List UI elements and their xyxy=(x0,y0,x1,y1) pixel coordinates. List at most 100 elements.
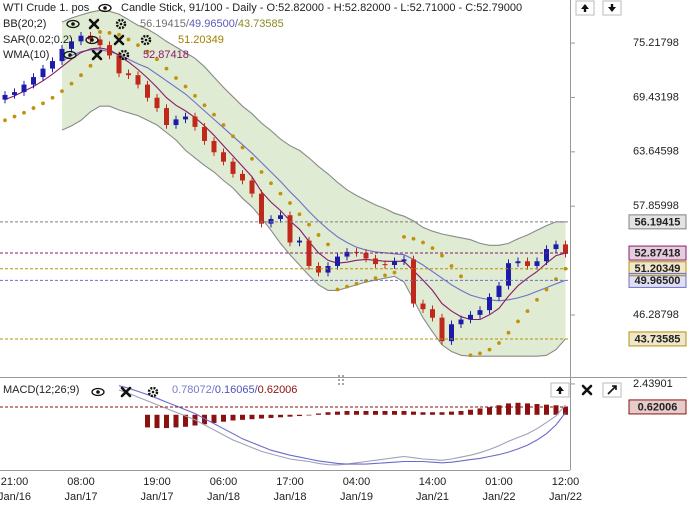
histogram-bar xyxy=(563,406,568,415)
level-label: 56.19415 xyxy=(635,216,681,228)
x-tick-date: Jan/17 xyxy=(140,491,173,503)
histogram-bar xyxy=(173,414,179,428)
instrument-title: WTI Crude 1. pos xyxy=(3,2,90,14)
histogram-bar xyxy=(515,402,521,415)
histogram-bar xyxy=(487,407,492,415)
sar-dot xyxy=(126,37,131,42)
move-up-button[interactable] xyxy=(575,0,595,16)
sar-dot xyxy=(174,76,178,80)
sar-dot xyxy=(107,30,112,35)
x-tick-date: Jan/16 xyxy=(0,491,31,503)
sar-dot xyxy=(69,81,74,86)
close-button[interactable] xyxy=(91,49,103,61)
candle-body xyxy=(12,92,17,95)
eye-button[interactable] xyxy=(91,387,105,397)
settings-button[interactable] xyxy=(140,34,152,46)
candle-body xyxy=(544,249,549,262)
x-tick-time: 08:00 xyxy=(67,476,95,488)
histogram-bar xyxy=(240,414,245,420)
candle-body xyxy=(553,244,559,250)
sar-dot xyxy=(544,287,549,292)
candle-body xyxy=(496,285,502,297)
histogram-bar xyxy=(363,410,369,415)
candle-body xyxy=(50,61,55,69)
candle-body xyxy=(363,252,369,259)
x-tick-time: 17:00 xyxy=(276,476,304,488)
y-tick-label: 46.28798 xyxy=(633,309,679,321)
x-tick-time: 01:00 xyxy=(485,476,513,488)
maximize-button[interactable] xyxy=(602,382,622,398)
sar-dot xyxy=(155,57,159,62)
x-tick-date: Jan/22 xyxy=(549,491,582,503)
eye-button[interactable] xyxy=(63,50,77,60)
sar-dot xyxy=(136,43,140,48)
indicator-line xyxy=(61,105,566,357)
x-tick-time: 19:00 xyxy=(143,476,171,488)
close-panel-button[interactable] xyxy=(581,384,593,396)
sar-dot xyxy=(31,106,36,110)
candle-body xyxy=(259,193,264,224)
indicator-label: BB(20;2) xyxy=(3,18,46,30)
move-up-button[interactable] xyxy=(550,382,570,398)
candle-body xyxy=(154,97,160,109)
macd-line xyxy=(118,385,566,465)
y-tick-label: 2.43901 xyxy=(633,378,673,390)
sar-dot xyxy=(22,110,26,115)
candle-body xyxy=(287,215,293,243)
sar-dot xyxy=(430,246,435,251)
sar-dot xyxy=(164,66,169,71)
sar-dot xyxy=(12,114,17,119)
sar-dot xyxy=(79,73,83,78)
level-label: 43.73585 xyxy=(635,333,681,345)
close-button[interactable] xyxy=(88,18,100,30)
candle-body xyxy=(420,303,426,310)
histogram-bar xyxy=(477,408,483,415)
candle-body xyxy=(221,152,226,162)
level-box xyxy=(628,272,687,288)
level-label: 52.87418 xyxy=(635,247,681,259)
indicator-label: WMA(10) xyxy=(3,49,49,61)
candle-body xyxy=(401,259,407,262)
candle-body xyxy=(392,261,397,266)
candle-body xyxy=(468,314,473,320)
macd-line xyxy=(118,389,566,466)
candle-body xyxy=(249,180,255,194)
drag-handle[interactable] xyxy=(338,375,344,385)
histogram-bar xyxy=(392,410,397,415)
eye-button[interactable] xyxy=(66,19,80,29)
move-down-button[interactable] xyxy=(602,0,622,16)
histogram-bar xyxy=(401,410,407,415)
candle-body xyxy=(78,35,84,42)
sar-dot xyxy=(345,284,349,289)
sar-dot xyxy=(468,353,473,358)
histogram-bar xyxy=(373,410,378,415)
close-button[interactable] xyxy=(120,386,132,398)
histogram-bar xyxy=(164,414,169,429)
settings-button[interactable] xyxy=(115,18,127,30)
close-button[interactable] xyxy=(113,34,125,46)
eye-button[interactable] xyxy=(98,3,112,13)
candle-body xyxy=(164,108,169,125)
candle-body xyxy=(316,265,321,273)
candle-body xyxy=(477,310,483,315)
histogram-bar xyxy=(544,404,549,415)
candle-body xyxy=(487,296,492,311)
sar-dot xyxy=(269,181,273,186)
settings-button[interactable] xyxy=(118,49,130,61)
candle-body xyxy=(382,264,388,266)
histogram-bar xyxy=(278,414,283,418)
level-box xyxy=(628,399,687,415)
candle-body xyxy=(506,263,511,286)
y-tick-label: 63.64598 xyxy=(633,146,679,158)
x-tick-date: Jan/21 xyxy=(416,491,449,503)
sar-dot xyxy=(535,297,539,302)
candle-body xyxy=(69,41,74,49)
candle-body xyxy=(183,116,188,120)
sar-dot xyxy=(288,201,292,205)
indicator-label: SAR(0.02;0.2) xyxy=(3,34,73,46)
eye-button[interactable] xyxy=(85,35,99,45)
candle-body xyxy=(145,84,150,98)
settings-button[interactable] xyxy=(147,386,159,398)
histogram-bar xyxy=(211,414,217,423)
